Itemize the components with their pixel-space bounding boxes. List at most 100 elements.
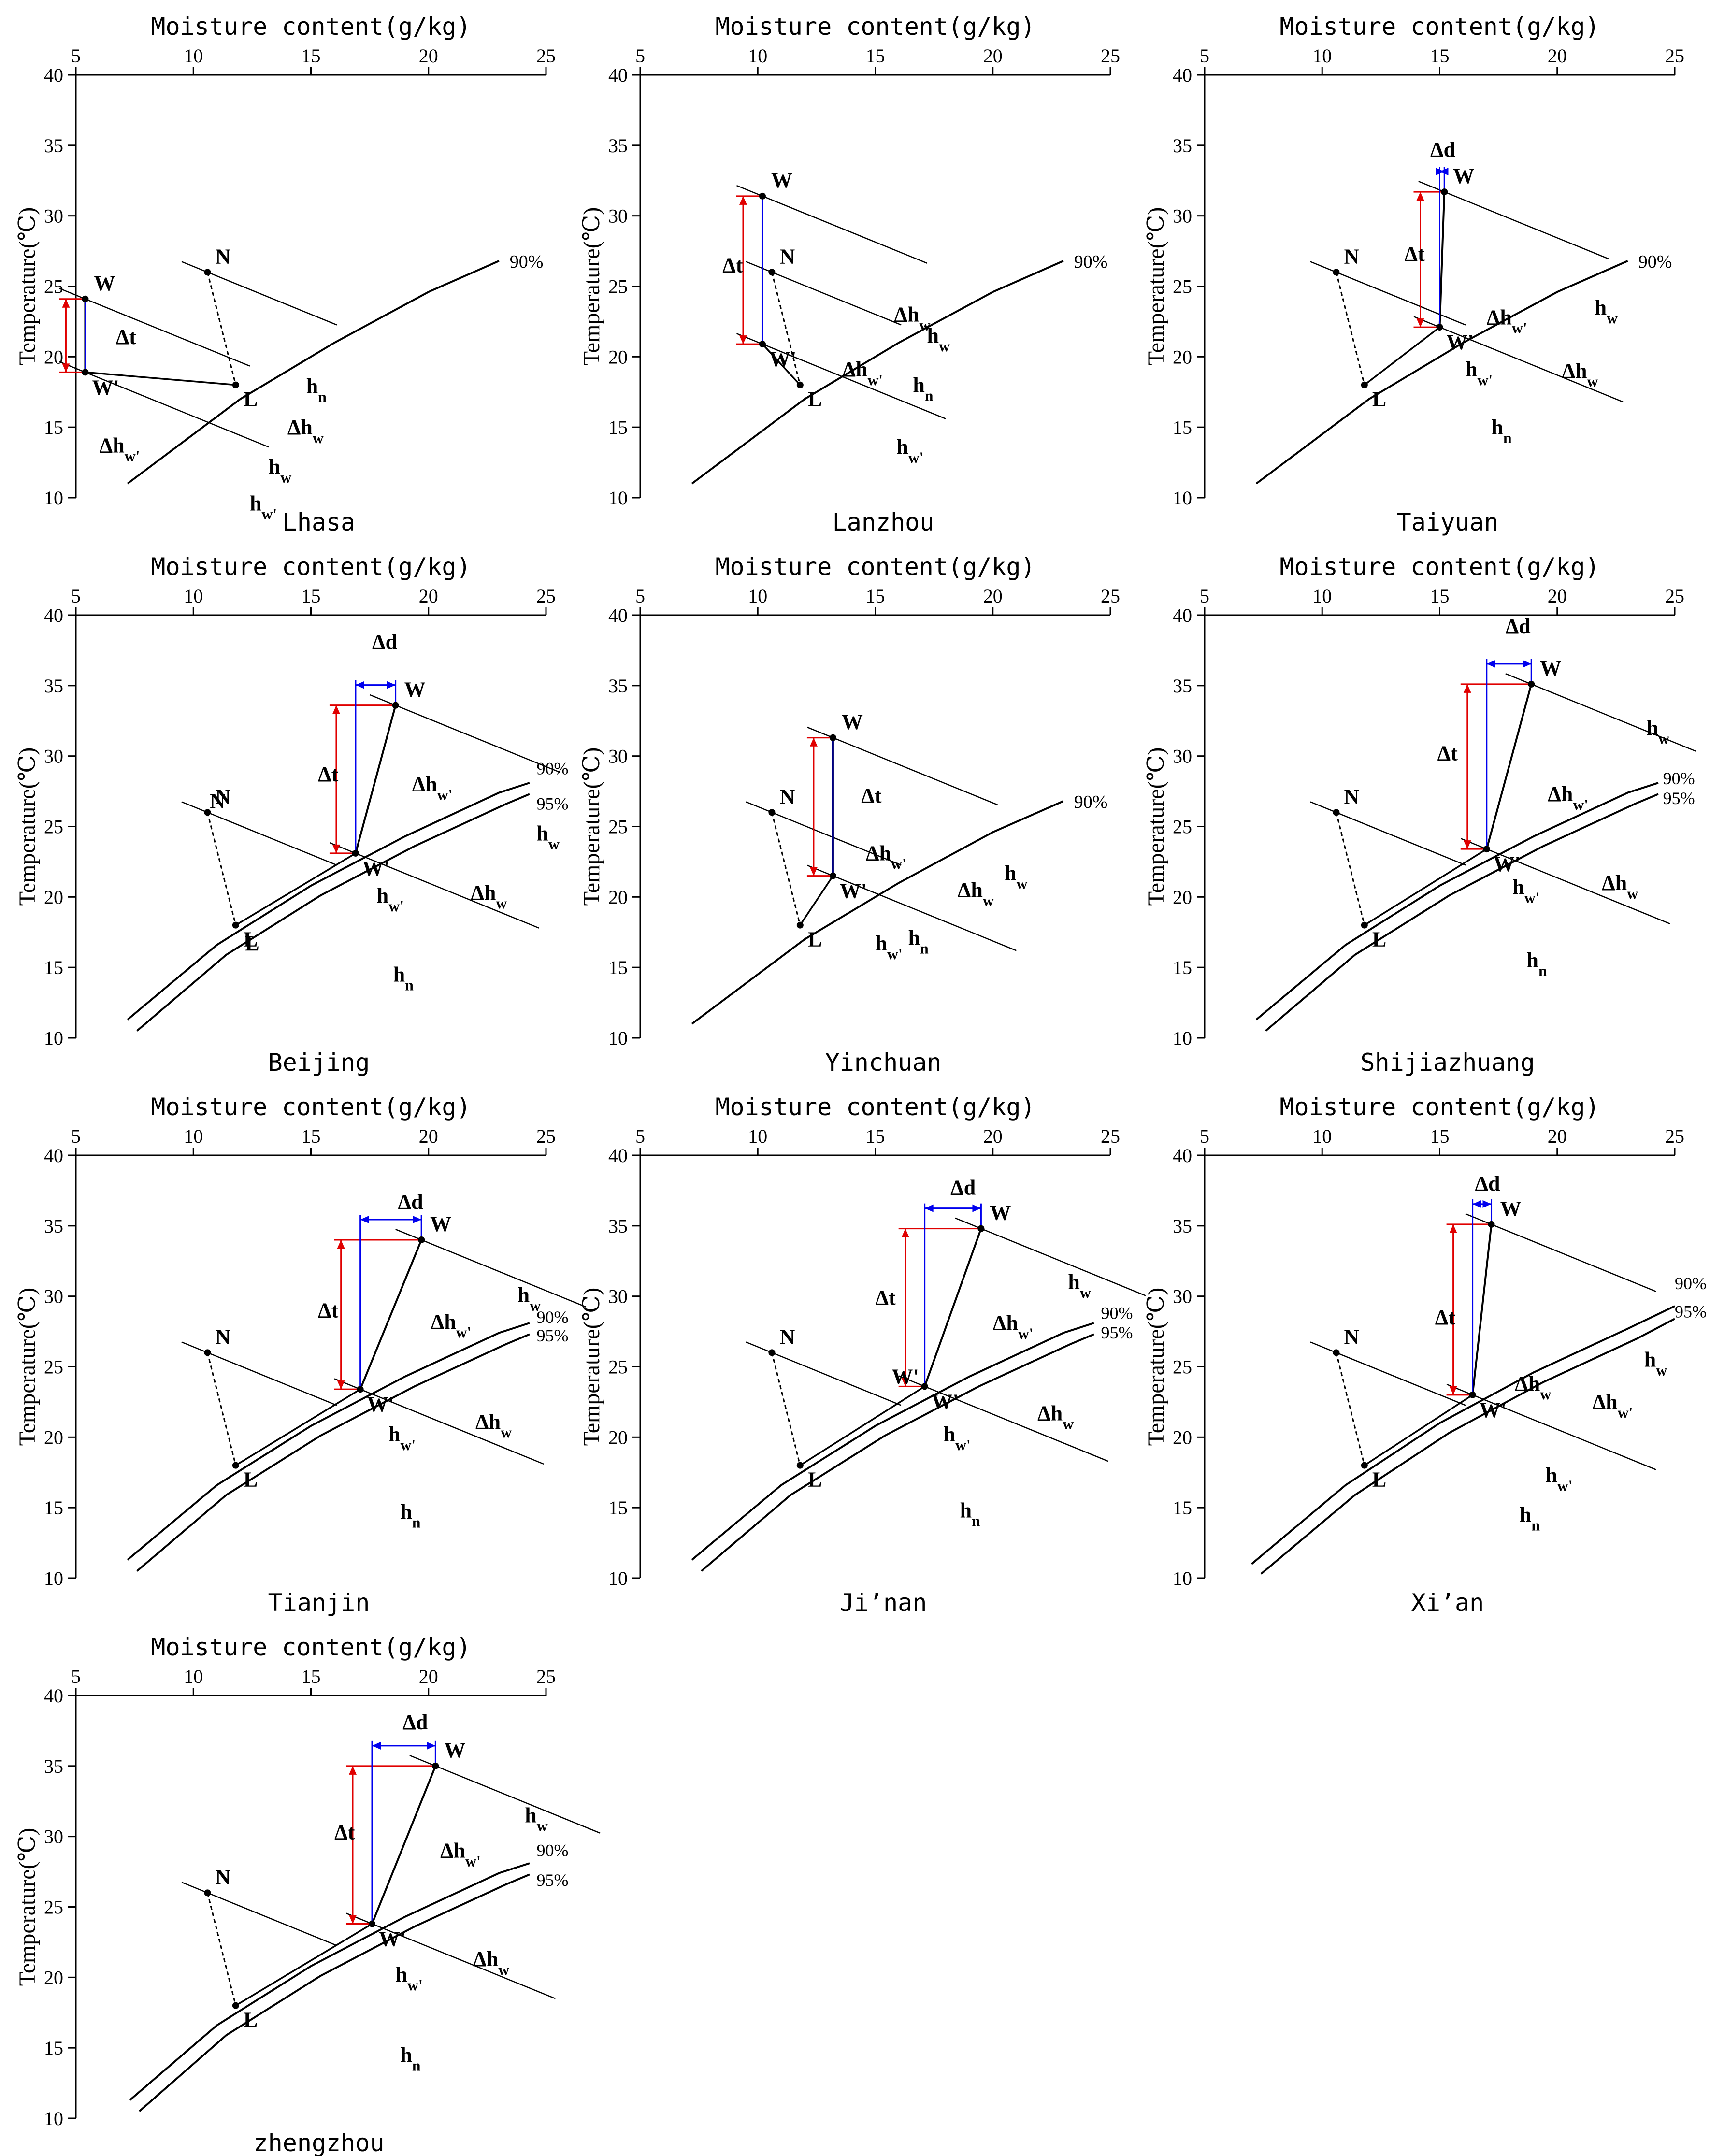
annotation-label: Δhw xyxy=(894,302,930,333)
rh-curve-95pct xyxy=(1260,1318,1675,1575)
state-point-label: L xyxy=(808,928,822,951)
x-tick-label: 10 xyxy=(184,45,203,67)
annotation-label: Δhw xyxy=(471,881,507,912)
annotation-label: hw' xyxy=(388,1423,416,1453)
annotation-label: Δd xyxy=(1506,615,1531,638)
x-tick-label: 5 xyxy=(635,45,645,67)
state-point-label: L xyxy=(1372,928,1386,951)
state-point-N xyxy=(1333,809,1340,816)
state-point-W xyxy=(1488,1221,1495,1228)
state-point-L xyxy=(232,1462,239,1469)
annotation-label: Δhw' xyxy=(440,1839,481,1869)
delta-t-arrow-head-0 xyxy=(1416,192,1424,201)
y-tick-label: 25 xyxy=(608,276,628,298)
rh-curve-90pct xyxy=(127,782,530,1021)
process-line-n-l xyxy=(771,272,801,386)
curve-label: 90% xyxy=(1074,792,1108,812)
delta-d-arrow xyxy=(1436,168,1449,176)
annotation-label: hw' xyxy=(1545,1464,1572,1495)
y-tick-label: 30 xyxy=(1173,205,1192,227)
y-tick-label: 40 xyxy=(44,1685,63,1707)
delta-d-arrow xyxy=(355,681,396,689)
state-point-N xyxy=(768,809,776,816)
annotation-label: hw' xyxy=(1466,358,1493,388)
state-point-label: N xyxy=(215,1865,230,1889)
delta-t-arrow-head-0 xyxy=(1463,684,1471,693)
x-tick-label: 10 xyxy=(184,1125,203,1147)
state-point-N xyxy=(204,269,211,276)
state-point-Wprime xyxy=(1436,324,1443,331)
y-tick-label: 10 xyxy=(608,1027,628,1049)
state-point-label: W' xyxy=(92,375,119,399)
process-line-n-l xyxy=(1335,272,1365,386)
y-axis-title: Temperature(℃) xyxy=(1143,747,1169,906)
state-point-Wprime xyxy=(82,369,89,376)
state-point-W xyxy=(1441,188,1448,196)
process-line-l-wprime xyxy=(762,343,801,386)
delta-d-arrow xyxy=(372,1741,436,1750)
delta-t-arrow-head-0 xyxy=(739,196,747,205)
y-tick-label: 35 xyxy=(1173,675,1192,697)
annotation-label: hn xyxy=(306,374,327,405)
state-point-L xyxy=(796,381,804,388)
process-line-l-wprime xyxy=(799,1385,925,1466)
state-point-label: W' xyxy=(769,347,796,371)
y-tick-label: 35 xyxy=(608,1215,628,1237)
state-point-label: L xyxy=(244,1468,258,1492)
state-point-label: W' xyxy=(1480,1398,1507,1422)
state-point-label: L xyxy=(244,2008,258,2032)
enthalpy-line-hw-prime xyxy=(1460,838,1670,925)
enthalpy-line-hw-prime xyxy=(736,333,946,419)
delta-d-arrow xyxy=(1486,660,1532,668)
annotation-label: Δt xyxy=(318,1298,339,1322)
y-tick-label: 30 xyxy=(608,746,628,767)
x-tick-label: 25 xyxy=(1101,1125,1120,1147)
annotation-label: hw xyxy=(537,822,560,853)
process-line-n-l xyxy=(1335,812,1365,926)
process-line-wprime-w xyxy=(1438,192,1446,328)
annotation-label: Δhw xyxy=(473,1947,509,1978)
enthalpy-line-hw-prime xyxy=(329,842,539,929)
delta-d-arrow-head-0 xyxy=(1472,1200,1481,1208)
x-axis-title: Moisture content(g/kg) xyxy=(151,13,471,41)
y-tick-label: 10 xyxy=(608,487,628,509)
annotation-label: hw xyxy=(1005,861,1027,892)
state-point-W xyxy=(977,1225,985,1232)
x-tick-label: 20 xyxy=(983,45,1003,67)
delta-d-arrow-head-0 xyxy=(355,681,364,689)
chart-panel-6: 5 10 15 20 25 10 15 20 25 30 35 40 Moisture content(… xyxy=(1143,553,1696,1077)
panel-title: Beijing xyxy=(268,1049,370,1077)
delta-t-arrow-head-0 xyxy=(901,1228,909,1237)
state-point-label: L xyxy=(808,388,822,411)
y-tick-label: 25 xyxy=(1173,276,1192,298)
state-point-Wprime xyxy=(921,1383,928,1390)
delta-t-arrow xyxy=(1463,684,1471,849)
state-point-label: W xyxy=(771,169,792,192)
x-tick-label: 10 xyxy=(748,585,767,607)
y-axis-title: Temperature(℃) xyxy=(579,207,604,366)
rh-curve-90pct xyxy=(127,260,500,485)
x-axis-title: Moisture content(g/kg) xyxy=(151,1633,471,1661)
rh-curve-90pct xyxy=(691,260,1064,485)
delta-t-arrow xyxy=(809,737,818,876)
x-axis-title: Moisture content(g/kg) xyxy=(715,1093,1035,1121)
y-tick-label: 40 xyxy=(44,64,63,86)
y-tick-label: 25 xyxy=(608,1356,628,1378)
y-tick-label: 30 xyxy=(608,1286,628,1308)
annotation-label: hn xyxy=(913,373,933,404)
annotation-label: N xyxy=(210,790,225,813)
annotation-label: hw' xyxy=(1512,876,1539,906)
x-axis-title: Moisture content(g/kg) xyxy=(151,1093,471,1121)
y-tick-label: 25 xyxy=(1173,1356,1192,1378)
process-line-l-wprime xyxy=(1364,848,1487,926)
state-point-label: W xyxy=(404,678,426,702)
annotation-label: 90% xyxy=(1675,1274,1707,1293)
annotation-label: Δd xyxy=(1430,138,1455,161)
y-tick-label: 25 xyxy=(1173,816,1192,838)
rh-curve-95pct xyxy=(701,1333,1094,1572)
rh-curve-90pct xyxy=(127,1322,530,1561)
annotation-label: 95% xyxy=(1663,789,1695,808)
enthalpy-line-hw xyxy=(1505,673,1696,752)
state-point-Wprime xyxy=(357,1386,364,1393)
annotation-label: Δt xyxy=(1437,741,1458,765)
